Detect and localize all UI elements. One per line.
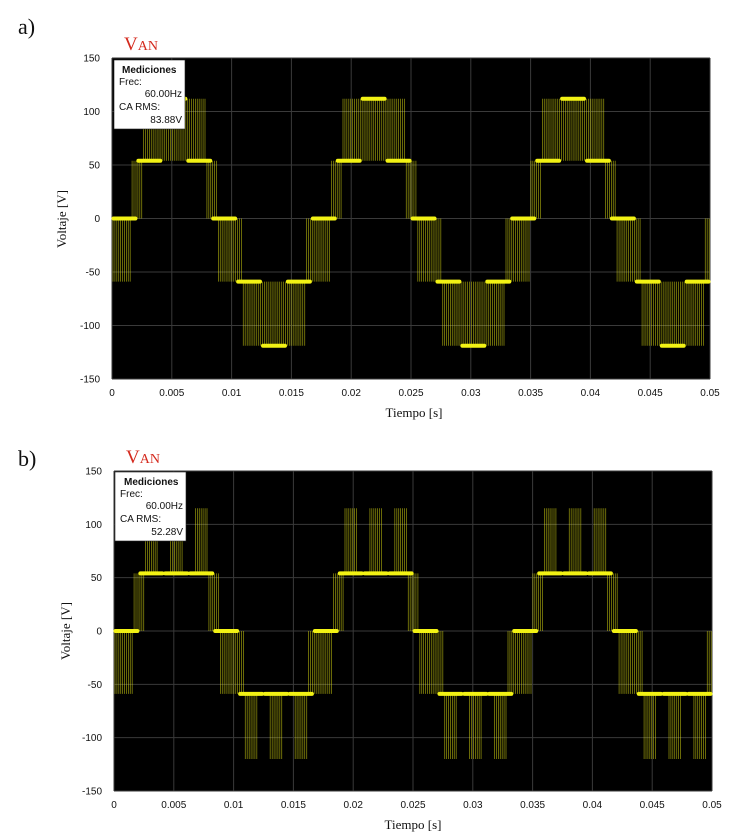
panel-a-y-tick-label: -150 xyxy=(80,375,100,386)
panel-b-x-tick-label: 0 xyxy=(111,800,117,811)
panel-b-measurements-box: Mediciones Frec: 60.00Hz CA RMS: 52.28V xyxy=(114,471,187,542)
panel-a-measurements-box: Mediciones Frec: 60.00Hz CA RMS: 83.88V xyxy=(113,59,186,130)
panel-b-x-tick-label: 0.015 xyxy=(281,800,306,811)
panel-b-y-axis-label: Voltaje [V] xyxy=(58,602,73,660)
panel-a-x-tick-label: 0.045 xyxy=(638,388,663,399)
panel-b-x-axis-label: Tiempo [s] xyxy=(385,817,442,832)
panel-a-y-axis-label: Voltaje [V] xyxy=(54,190,69,248)
panel-a-x-tick-label: 0.025 xyxy=(398,388,423,399)
panel-b-y-ticks: 150 100 50 0 -50 -100 -150 xyxy=(82,467,102,798)
panel-a-meas-freq-label: Frec: xyxy=(119,77,142,88)
panel-a-x-tick-label: 0.04 xyxy=(581,388,601,399)
panel-b-x-tick-label: 0.045 xyxy=(640,800,665,811)
panel-b-voltage-levels xyxy=(113,571,713,696)
panel-a-x-tick-label: 0.035 xyxy=(518,388,543,399)
panel-a-x-tick-label: 0.05 xyxy=(700,388,720,399)
panel-a-y-tick-label: 150 xyxy=(83,54,100,65)
panel-a: a) VAN 150 100 50 0 -50 -100 -150 0 0.005 0.01 0.… xyxy=(18,14,720,420)
panel-b-trace xyxy=(113,508,713,759)
panel-a-y-ticks: 150 100 50 0 -50 -100 -150 xyxy=(80,54,100,386)
panel-b-x-ticks: 0 0.005 0.01 0.015 0.02 0.025 0.03 0.035 0.04 0.0… xyxy=(111,800,722,811)
panel-a-x-tick-label: 0.005 xyxy=(159,388,184,399)
panel-a-meas-header: Mediciones xyxy=(122,65,177,76)
panel-a-meas-rms-label: CA RMS: xyxy=(119,102,160,113)
panel-b-title: VAN xyxy=(126,447,160,468)
panel-b-y-tick-label: 150 xyxy=(85,467,102,478)
panel-a-y-tick-label: 0 xyxy=(94,214,100,225)
panel-a-y-tick-label: 100 xyxy=(83,107,100,118)
panel-b-x-tick-label: 0.03 xyxy=(463,800,483,811)
panel-b-x-tick-label: 0.04 xyxy=(583,800,603,811)
panel-b-x-tick-label: 0.01 xyxy=(224,800,244,811)
panel-b-y-tick-label: -50 xyxy=(88,680,103,691)
panel-b-meas-rms-label: CA RMS: xyxy=(120,514,161,525)
panel-b-x-tick-label: 0.025 xyxy=(400,800,425,811)
panel-b-y-tick-label: -150 xyxy=(82,787,102,798)
panel-b-y-tick-label: 100 xyxy=(85,520,102,531)
panel-a-meas-freq-value: 60.00Hz xyxy=(145,89,182,100)
panel-a-y-tick-label: -50 xyxy=(86,268,101,279)
panel-b-x-tick-label: 0.035 xyxy=(520,800,545,811)
panel-a-title: VAN xyxy=(124,34,158,55)
panel-a-x-tick-label: 0.015 xyxy=(279,388,304,399)
panel-a-y-tick-label: 50 xyxy=(89,161,101,172)
panel-b-meas-rms-value: 52.28V xyxy=(151,527,183,538)
panel-b: b) VAN 150 100 50 0 -50 -100 -150 0 0.005 0.01 0.… xyxy=(18,446,722,832)
panel-a-switching-spikes xyxy=(112,98,710,346)
panel-a-meas-rms-value: 83.88V xyxy=(150,115,182,126)
panel-a-x-tick-label: 0.03 xyxy=(461,388,481,399)
panel-b-y-tick-label: 0 xyxy=(96,627,102,638)
panel-b-meas-freq-value: 60.00Hz xyxy=(146,501,183,512)
panel-b-x-tick-label: 0.05 xyxy=(702,800,722,811)
panel-b-y-tick-label: 50 xyxy=(91,573,103,584)
panel-b-label: b) xyxy=(18,446,36,471)
panel-a-x-tick-label: 0 xyxy=(109,388,115,399)
panel-a-x-tick-label: 0.02 xyxy=(341,388,361,399)
panel-b-x-tick-label: 0.02 xyxy=(343,800,363,811)
panel-b-y-tick-label: -100 xyxy=(82,733,102,744)
panel-a-y-tick-label: -100 xyxy=(80,321,100,332)
panel-b-meas-freq-label: Frec: xyxy=(120,489,143,500)
panel-a-x-ticks: 0 0.005 0.01 0.015 0.02 0.025 0.03 0.035 0.04 0.0… xyxy=(109,388,720,399)
panel-a-x-tick-label: 0.01 xyxy=(222,388,242,399)
panel-a-label: a) xyxy=(18,14,35,39)
panel-b-meas-header: Mediciones xyxy=(124,477,179,488)
panel-b-x-tick-label: 0.005 xyxy=(161,800,186,811)
panel-a-x-axis-label: Tiempo [s] xyxy=(386,405,443,420)
